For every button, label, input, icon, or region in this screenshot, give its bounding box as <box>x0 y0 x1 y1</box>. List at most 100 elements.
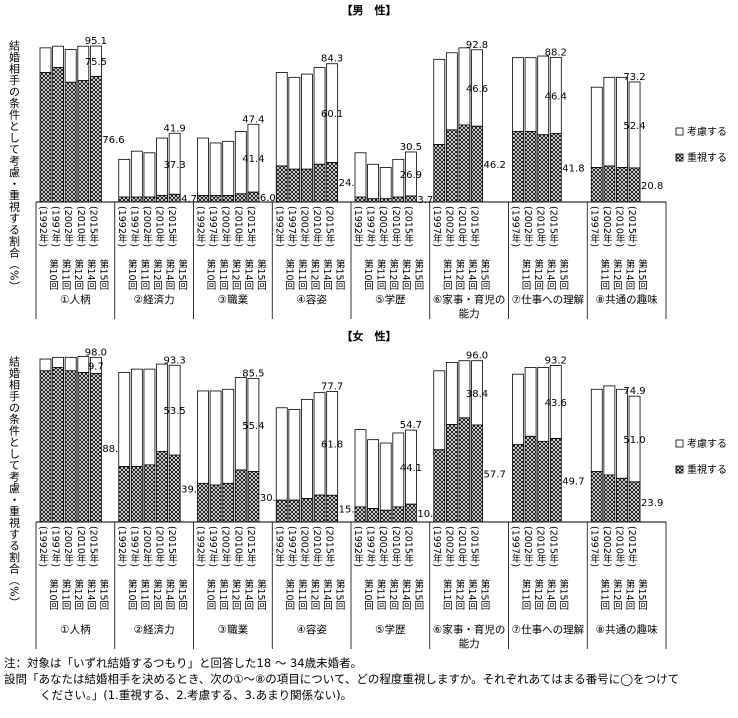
data-label-consider: 60.1 <box>321 109 343 120</box>
bar-consider <box>379 442 392 511</box>
bar-consider <box>39 358 52 372</box>
bar-consider <box>512 373 524 446</box>
tick-label-round: 第15回 <box>479 258 491 291</box>
bar-heavy <box>603 165 616 203</box>
tick-label-round: 第15回 <box>97 258 109 291</box>
tick-label-round: 第10回 <box>362 258 374 291</box>
bar-heavy <box>367 508 380 523</box>
data-label-total: 84.3 <box>321 54 343 65</box>
tick-label-round: 第12回 <box>611 258 623 291</box>
tick-label-year: (1997年) <box>50 526 62 567</box>
tick-label-round: 第11回 <box>375 578 387 611</box>
bar-heavy <box>524 131 537 203</box>
tick-label-year: (1997年) <box>50 206 62 247</box>
tick-label-round: 第11回 <box>520 578 532 611</box>
tick-label-round: 第14回 <box>400 258 412 291</box>
bar-heavy <box>379 198 392 203</box>
bar-consider <box>52 45 64 68</box>
tick-label-round: 第11回 <box>598 578 610 611</box>
data-label-heavy: 15.9 <box>339 505 361 516</box>
tick-label-year: (1997年) <box>365 206 377 247</box>
tick-label-year: (2002年) <box>220 526 232 567</box>
tick-label-year: (2015年) <box>324 206 336 247</box>
tick-label-round: 第15回 <box>97 578 109 611</box>
bar-heavy <box>234 469 247 523</box>
bar-consider <box>143 152 156 198</box>
tick-label-round: 第10回 <box>47 258 59 291</box>
bar-heavy <box>118 466 131 523</box>
tick-label-round: 第12回 <box>532 578 544 611</box>
bar-heavy <box>590 471 603 523</box>
tick-label-round: 第12回 <box>230 578 242 611</box>
bar-consider <box>222 140 235 196</box>
bar-heavy <box>143 196 156 203</box>
bar-heavy <box>288 168 301 203</box>
data-label-heavy: 3.7 <box>417 195 433 206</box>
tick-label-round: 第14回 <box>85 578 97 611</box>
legend-label-heavy: 重視する <box>687 463 727 476</box>
y-axis-label: 結婚相手の条件として考慮・重視する割合（%） <box>8 39 21 293</box>
tick-label-year: (1992年) <box>116 526 128 567</box>
group-label: ④容姿 <box>296 623 326 636</box>
data-label-total: 74.9 <box>623 386 645 397</box>
data-label-consider: 51.0 <box>623 435 645 446</box>
bar-heavy <box>222 195 235 203</box>
data-label-consider: 46.4 <box>545 91 567 102</box>
bar-consider <box>197 137 209 196</box>
bar-consider <box>524 57 537 132</box>
tick-label-round: 第12回 <box>532 258 544 291</box>
tick-label-round: 第15回 <box>176 578 188 611</box>
tick-label-round: 第15回 <box>557 578 569 611</box>
bar-heavy <box>247 471 260 523</box>
data-label-heavy: 10.6 <box>417 509 439 520</box>
group-label: ②経済力 <box>134 293 175 306</box>
question-line: 設問「あなたは結婚相手を決めるとき、次の①～⑧の項目について、どの程度重視します… <box>4 672 680 686</box>
tick-label-round: 第14回 <box>623 578 635 611</box>
bar-heavy <box>52 367 64 523</box>
bar-heavy <box>275 165 288 203</box>
bar-heavy <box>168 454 181 523</box>
bar-consider <box>616 388 628 479</box>
data-label-consider: 9.7 <box>88 362 104 373</box>
tick-label-year: (1997年) <box>510 206 522 247</box>
bar-heavy <box>392 196 405 203</box>
bar-consider <box>39 47 52 73</box>
legend-swatch-heavy <box>675 465 684 474</box>
group-label: ⑦仕事への理解 <box>512 293 585 306</box>
tick-label-round: 第14回 <box>545 578 557 611</box>
tick-label-round: 第14回 <box>242 258 254 291</box>
legend-swatch-heavy <box>675 153 684 162</box>
tick-label-round: 第10回 <box>283 258 295 291</box>
data-label-consider: 41.4 <box>242 154 264 165</box>
bar-consider <box>433 58 446 145</box>
tick-label-round: 第14回 <box>400 578 412 611</box>
tick-label-round: 第14回 <box>321 258 333 291</box>
group-label: ⑤学歴 <box>375 623 406 636</box>
tick-label-round: 第11回 <box>138 258 150 291</box>
tick-label-year: (2002年) <box>522 206 534 247</box>
tick-label-round: 第12回 <box>308 258 320 291</box>
tick-label-year: (1997年) <box>431 206 443 247</box>
legend-swatch-consider <box>675 439 684 448</box>
bar-consider <box>288 76 301 170</box>
tick-label-round: 第10回 <box>283 578 295 611</box>
bar-consider <box>590 86 603 168</box>
bar-consider <box>143 368 156 466</box>
bar-heavy <box>379 509 392 523</box>
tick-label-round: 第15回 <box>334 258 346 291</box>
tick-label-round: 第14回 <box>466 258 478 291</box>
tick-label-year: (1992年) <box>195 206 207 247</box>
data-label-heavy: 57.7 <box>484 470 506 481</box>
bar-consider <box>52 356 64 368</box>
data-label-consider: 55.4 <box>242 421 264 432</box>
bar-consider <box>367 439 380 509</box>
tick-label-year: (2010年) <box>535 526 547 567</box>
data-label-total: 88.2 <box>545 47 567 58</box>
tick-label-year: (1992年) <box>352 526 364 567</box>
bar-heavy <box>354 196 367 203</box>
bar-heavy <box>197 482 209 523</box>
bar-consider <box>209 390 222 486</box>
tick-label-round: 第12回 <box>308 578 320 611</box>
group-label: ⑤学歴 <box>375 293 406 306</box>
